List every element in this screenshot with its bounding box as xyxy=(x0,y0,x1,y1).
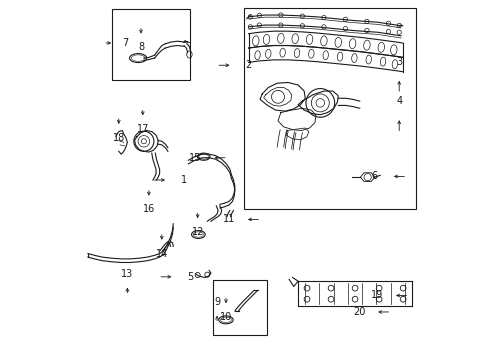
Text: 7: 7 xyxy=(122,38,128,48)
Text: 11: 11 xyxy=(223,215,235,224)
Text: 19: 19 xyxy=(371,291,383,301)
Text: 8: 8 xyxy=(138,42,144,52)
Text: 16: 16 xyxy=(143,204,155,215)
Text: 12: 12 xyxy=(192,227,204,237)
Bar xyxy=(214,280,267,335)
Bar xyxy=(112,9,191,80)
Text: 17: 17 xyxy=(137,124,149,134)
Text: 18: 18 xyxy=(113,133,125,143)
Bar xyxy=(245,8,416,210)
Text: 9: 9 xyxy=(214,297,220,307)
Text: 4: 4 xyxy=(396,96,402,106)
Text: 6: 6 xyxy=(372,171,378,181)
Text: 10: 10 xyxy=(220,312,232,322)
Text: 5: 5 xyxy=(187,272,194,282)
Text: 1: 1 xyxy=(181,175,187,185)
Text: 2: 2 xyxy=(245,60,252,70)
Text: 3: 3 xyxy=(396,57,402,67)
Text: 20: 20 xyxy=(353,307,365,317)
Text: 13: 13 xyxy=(121,269,133,279)
Text: 14: 14 xyxy=(156,248,168,258)
Text: 15: 15 xyxy=(189,153,202,163)
